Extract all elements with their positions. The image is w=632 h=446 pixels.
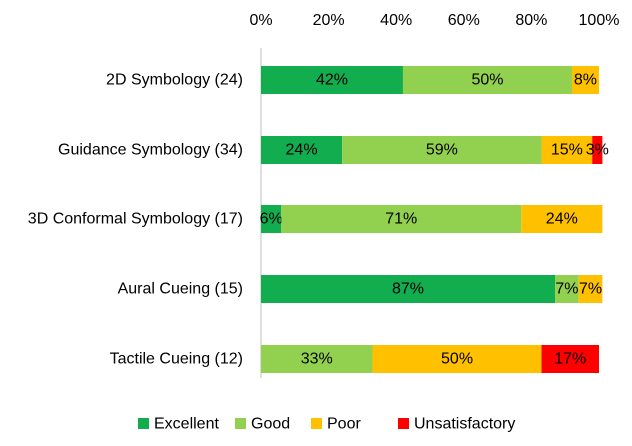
bar-segment (261, 66, 403, 94)
data-label: 17% (554, 351, 586, 368)
category-label: 3D Conformal Symbology (17) (28, 211, 243, 228)
bar-segment (342, 136, 542, 164)
data-label: 8% (574, 72, 597, 89)
data-label: 42% (316, 72, 348, 89)
x-tick-label: 80% (515, 12, 547, 29)
legend-swatch (138, 418, 149, 429)
legend: Excellent Good Poor Unsatisfactory (138, 416, 515, 433)
bar-segment (541, 345, 599, 373)
bar-segment (402, 66, 572, 94)
data-label: 6% (260, 211, 283, 228)
bar-segment (578, 275, 603, 303)
data-label: 71% (385, 211, 417, 228)
x-tick-label: 100% (579, 12, 620, 29)
x-tick-label: 0% (249, 12, 272, 29)
legend-label: Good (251, 416, 290, 433)
bars: 42% 50% 8% 24% 59% 15% 3% 6% 71% 24% 87% 7% 7% 33% 50%… (260, 66, 609, 373)
bar-segment (555, 275, 579, 303)
category-label: Guidance Symbology (34) (58, 142, 243, 159)
category-label: 2D Symbology (24) (106, 72, 243, 89)
category-label: Aural Cueing (15) (118, 281, 243, 298)
data-label: 87% (392, 281, 424, 298)
legend-swatch (311, 418, 322, 429)
bar-segment (281, 205, 522, 233)
bar-segment (261, 275, 556, 303)
bar-segment (261, 205, 282, 233)
x-tick-label: 40% (380, 12, 412, 29)
bar-segment (261, 136, 343, 164)
data-label: 50% (471, 72, 503, 89)
data-label: 3% (586, 142, 609, 159)
legend-label: Excellent (154, 416, 219, 433)
legend-label: Poor (327, 416, 361, 433)
data-label: 24% (286, 142, 318, 159)
data-label: 33% (301, 351, 333, 368)
x-tick-label: 60% (448, 12, 480, 29)
data-label: 7% (579, 281, 602, 298)
bar-segment (521, 205, 603, 233)
bar-segment (592, 136, 603, 164)
category-label: Tactile Cueing (12) (110, 351, 243, 368)
bar-segment (261, 345, 373, 373)
data-label: 7% (555, 281, 578, 298)
x-axis-ticks: 0% 20% 40% 60% 80% 100% (249, 12, 619, 29)
legend-swatch (398, 418, 409, 429)
legend-swatch (235, 418, 246, 429)
data-label: 24% (546, 211, 578, 228)
data-label: 59% (426, 142, 458, 159)
data-label: 50% (441, 351, 473, 368)
category-labels: 2D Symbology (24) Guidance Symbology (34)… (28, 72, 243, 368)
x-tick-label: 20% (313, 12, 345, 29)
data-label: 15% (551, 142, 583, 159)
bar-segment (571, 66, 599, 94)
bar-segment (541, 136, 593, 164)
bar-segment (372, 345, 542, 373)
legend-label: Unsatisfactory (414, 416, 515, 433)
